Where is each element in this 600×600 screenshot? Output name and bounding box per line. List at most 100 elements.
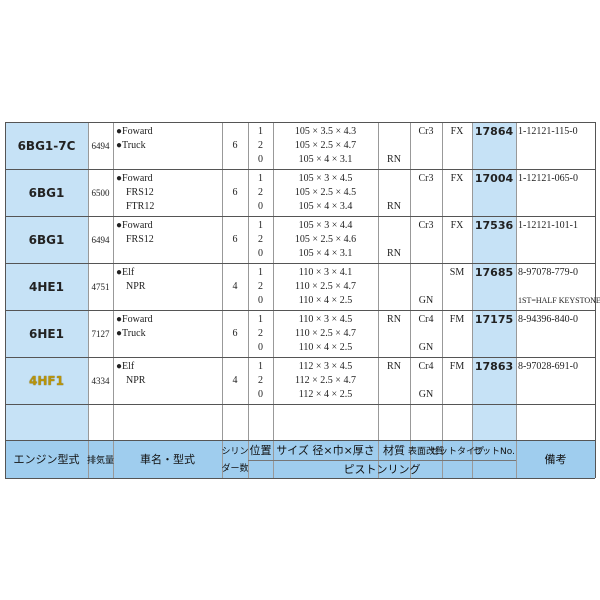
ring-size: 110 × 3 × 4.5 <box>298 313 353 325</box>
setno-column-bg <box>472 122 516 440</box>
column-line <box>410 122 411 478</box>
settype: FX <box>450 125 464 137</box>
row-line <box>5 357 595 358</box>
ring-size: 105 × 4 × 3.1 <box>298 247 353 259</box>
engine-model: 6BG1-7C <box>17 138 76 153</box>
header-cell: 位置 <box>249 444 272 457</box>
column-line <box>378 122 379 478</box>
vehicle: ●Truck <box>116 327 146 339</box>
row-line <box>5 440 595 441</box>
ring-size: 110 × 3 × 4.1 <box>298 266 353 278</box>
row-line <box>5 310 595 311</box>
material: RN <box>387 200 401 212</box>
remark: 8-94396-840-0 <box>518 313 578 325</box>
surface: Cr3 <box>418 125 434 137</box>
vehicle: FRS12 <box>126 233 154 245</box>
header-cell: セットタイプ <box>430 446 485 457</box>
cylinders: 6 <box>232 234 238 245</box>
row-line <box>5 169 595 170</box>
settype: FX <box>450 219 464 231</box>
surface: Cr4 <box>418 360 434 372</box>
ring-position: 1 <box>258 313 263 325</box>
header-bg <box>5 440 595 478</box>
header-cell: 備考 <box>544 453 567 466</box>
ring-size: 105 × 3 × 4.4 <box>298 219 353 231</box>
row-line <box>5 478 595 479</box>
displacement: 6494 <box>91 140 110 151</box>
surface: Cr3 <box>418 219 434 231</box>
ring-position: 2 <box>258 233 263 245</box>
remark: 1-12121-065-0 <box>518 172 578 184</box>
engine-model: 4HE1 <box>29 279 64 294</box>
vehicle: ●Elf <box>116 266 135 278</box>
ring-size: 112 × 2.5 × 4.7 <box>295 374 356 386</box>
ring-position: 1 <box>258 172 263 184</box>
column-line <box>516 122 517 478</box>
ring-position: 0 <box>258 388 263 400</box>
ring-size: 105 × 2.5 × 4.5 <box>294 186 357 198</box>
displacement: 4751 <box>91 281 110 292</box>
column-line <box>222 122 223 478</box>
header-divider <box>248 460 516 461</box>
remark: 8-97028-691-0 <box>518 360 578 372</box>
remark: 8-97078-779-0 <box>518 266 578 278</box>
surface: GN <box>418 341 434 353</box>
header-cell: エンジン型式 <box>13 453 80 466</box>
ring-size: 110 × 4 × 2.5 <box>298 294 353 306</box>
ring-size: 105 × 3.5 × 4.3 <box>294 125 357 137</box>
ring-size: 110 × 4 × 2.5 <box>298 341 353 353</box>
engine-model: 6HE1 <box>29 326 64 341</box>
column-line <box>442 122 443 478</box>
engine-column-bg <box>5 122 88 440</box>
header-cell: 材質 <box>383 444 405 457</box>
remark: 1-12121-115-0 <box>518 125 578 137</box>
row-line <box>5 263 595 264</box>
cylinders: 6 <box>232 328 238 339</box>
set-number: 17175 <box>474 312 514 326</box>
column-line <box>273 122 274 478</box>
set-number: 17004 <box>474 171 514 185</box>
ring-size: 105 × 3 × 4.5 <box>298 172 353 184</box>
ring-size: 105 × 2.5 × 4.7 <box>294 139 357 151</box>
engine-model: 6BG1 <box>28 185 65 200</box>
ring-position: 1 <box>258 360 263 372</box>
displacement: 6500 <box>91 187 110 198</box>
column-line <box>5 122 6 478</box>
set-number: 17864 <box>474 124 514 138</box>
set-number: 17863 <box>474 359 514 373</box>
ring-position: 1 <box>258 125 263 137</box>
ring-position: 2 <box>258 186 263 198</box>
column-line <box>472 122 473 478</box>
displacement: 7127 <box>91 328 110 339</box>
ring-position: 1 <box>258 266 263 278</box>
engine-model: 6BG1 <box>28 232 65 247</box>
vehicle: ●Foward <box>116 313 153 325</box>
header-cell: セットNo. <box>473 446 515 457</box>
ring-size: 105 × 4 × 3.1 <box>298 153 353 165</box>
settype: SM <box>449 266 465 278</box>
ring-position: 0 <box>258 200 263 212</box>
header-cell: ピストンリング <box>343 463 421 476</box>
displacement: 4334 <box>91 375 110 386</box>
ring-position: 2 <box>258 374 263 386</box>
vehicle: NPR <box>126 280 146 292</box>
cylinders: 4 <box>232 375 238 386</box>
ring-position: 1 <box>258 219 263 231</box>
ring-size: 110 × 2.5 × 4.7 <box>295 327 356 339</box>
header-cell: サイズ 径×巾×厚さ <box>276 444 375 457</box>
surface: Cr4 <box>418 313 434 325</box>
header-cell: ダー数 <box>221 463 249 474</box>
ring-size: 110 × 2.5 × 4.7 <box>295 280 356 292</box>
vehicle: NPR <box>126 374 146 386</box>
material: RN <box>387 360 401 372</box>
cylinders: 4 <box>232 281 238 292</box>
ring-position: 0 <box>258 341 263 353</box>
header-cell: シリン <box>221 446 249 457</box>
material: RN <box>387 247 401 259</box>
set-number: 17685 <box>474 265 514 279</box>
ring-size: 105 × 2.5 × 4.6 <box>294 233 357 245</box>
remark: 1-12121-101-1 <box>518 219 578 231</box>
row-line <box>5 122 595 123</box>
column-line <box>113 122 114 478</box>
